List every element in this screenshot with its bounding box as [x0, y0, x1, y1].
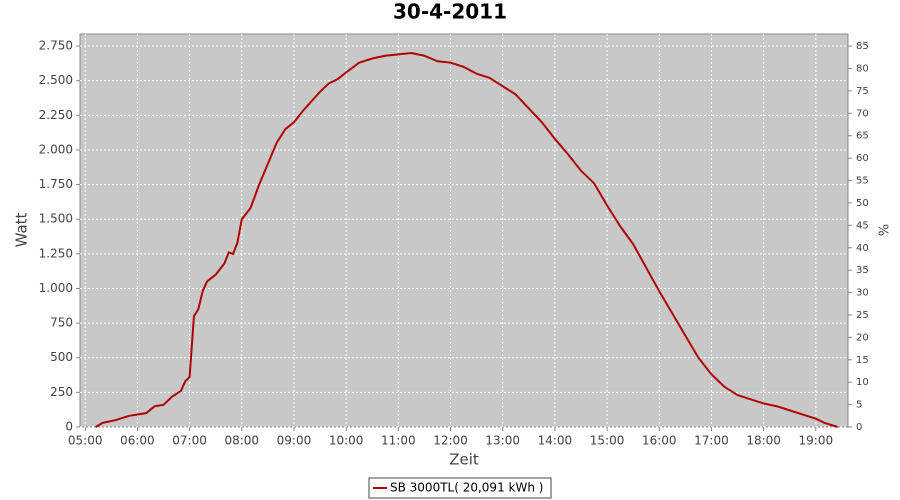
x-tick-label: 07:00 — [172, 434, 207, 448]
x-tick-label: 16:00 — [642, 434, 677, 448]
y-tick-label: 250 — [50, 385, 73, 399]
x-tick-label: 06:00 — [120, 434, 155, 448]
y-tick-label: 1.750 — [39, 177, 73, 191]
y-tick-label: 750 — [50, 316, 73, 330]
y2-tick-label: 60 — [856, 153, 869, 164]
y2-tick-label: 0 — [856, 422, 862, 433]
y-tick-label: 2.000 — [39, 142, 73, 156]
x-tick-label: 05:00 — [68, 434, 103, 448]
x-tick-label: 15:00 — [590, 434, 625, 448]
legend-box — [368, 477, 552, 499]
y2-tick-label: 70 — [856, 108, 869, 119]
x-tick-label: 18:00 — [746, 434, 781, 448]
y-tick-label: 2.250 — [39, 108, 73, 122]
legend-label: SB 3000TL( 20,091 kWh ) — [390, 481, 543, 495]
y2-tick-label: 30 — [856, 288, 869, 299]
series-line — [95, 51, 838, 428]
x-tick-label: 13:00 — [485, 434, 520, 448]
y-tick-label: 0 — [65, 420, 73, 434]
y-tick-label: 2.500 — [39, 73, 73, 87]
y2-tick-label: 25 — [856, 310, 869, 321]
x-tick-label: 09:00 — [277, 434, 312, 448]
y2-tick-label: 35 — [856, 265, 869, 276]
x-tick-label: 12:00 — [433, 434, 468, 448]
x-tick-label: 17:00 — [694, 434, 729, 448]
y2-tick-label: 15 — [856, 355, 869, 366]
y2-tick-label: 75 — [856, 86, 869, 97]
y-axis-label: Watt — [13, 212, 31, 247]
y-tick-label: 1.250 — [39, 246, 73, 260]
y-tick-label: 1.500 — [39, 212, 73, 226]
y2-tick-label: 65 — [856, 131, 869, 142]
y-tick-label: 500 — [50, 350, 73, 364]
y2-tick-label: 40 — [856, 243, 869, 254]
plot-area — [79, 33, 849, 428]
y2-tick-label: 5 — [856, 400, 862, 411]
y2-tick-label: 80 — [856, 64, 869, 75]
x-tick-label: 10:00 — [329, 434, 364, 448]
chart-title: 30-4-2011 — [393, 0, 507, 24]
y2-tick-label: 85 — [856, 41, 869, 52]
x-tick-label: 14:00 — [538, 434, 573, 448]
y2-axis-label: % — [875, 224, 890, 236]
x-tick-label: 08:00 — [224, 434, 259, 448]
x-tick-label: 19:00 — [799, 434, 834, 448]
y2-tick-label: 50 — [856, 198, 869, 209]
y2-tick-label: 10 — [856, 377, 869, 388]
y2-tick-label: 55 — [856, 176, 869, 187]
x-tick-label: 11:00 — [381, 434, 416, 448]
y-tick-label: 1.000 — [39, 281, 73, 295]
y2-tick-label: 20 — [856, 332, 869, 343]
x-axis-label: Zeit — [449, 451, 479, 469]
y2-tick-label: 45 — [856, 220, 869, 231]
y-tick-label: 2.750 — [39, 39, 73, 53]
